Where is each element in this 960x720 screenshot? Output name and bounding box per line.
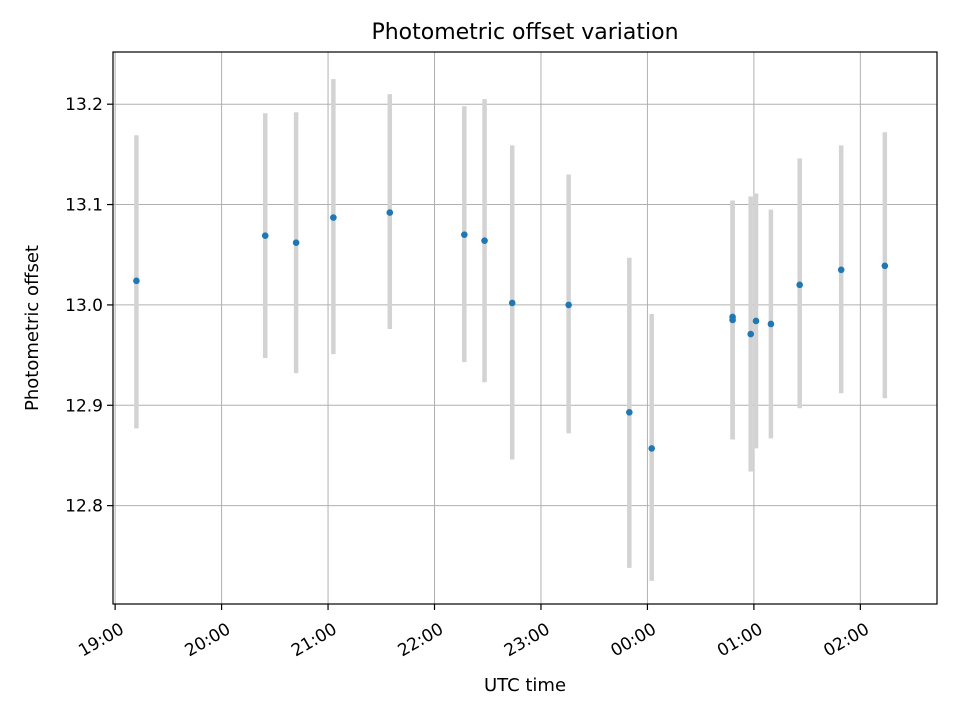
data-point bbox=[837, 266, 845, 274]
x-tick-label: 00:00 bbox=[607, 619, 659, 661]
y-axis-ticks: 12.8 12.9 13.0 13.1 13.2 bbox=[65, 95, 113, 517]
data-point bbox=[508, 299, 516, 307]
x-tick-label: 22:00 bbox=[395, 619, 447, 661]
data-point bbox=[626, 409, 633, 416]
data-point bbox=[133, 277, 140, 285]
data-point bbox=[881, 262, 889, 270]
x-tick-label: 02:00 bbox=[820, 619, 872, 661]
x-tick-label: 20:00 bbox=[182, 619, 234, 661]
data-points bbox=[133, 209, 889, 452]
x-tick-label: 01:00 bbox=[714, 619, 766, 661]
y-axis-label: Photometric offset bbox=[22, 245, 43, 411]
chart-title: Photometric offset variation bbox=[371, 20, 678, 45]
x-tick-label: 19:00 bbox=[75, 619, 127, 661]
plot-frame bbox=[112, 51, 938, 605]
data-point bbox=[461, 231, 468, 238]
y-tick-label: 13.0 bbox=[65, 296, 103, 316]
data-point bbox=[330, 214, 337, 221]
data-point bbox=[747, 330, 754, 338]
data-point bbox=[796, 281, 803, 289]
grid-layer bbox=[113, 52, 937, 604]
data-point bbox=[648, 445, 655, 452]
data-point bbox=[729, 316, 736, 324]
data-point bbox=[292, 239, 300, 246]
y-tick-label: 12.9 bbox=[65, 396, 103, 416]
data-point bbox=[261, 232, 269, 239]
y-tick-label: 13.2 bbox=[65, 95, 103, 115]
x-tick-label: 23:00 bbox=[501, 619, 553, 661]
data-point bbox=[565, 301, 572, 309]
data-point bbox=[752, 317, 760, 325]
x-tick-label: 21:00 bbox=[288, 619, 340, 661]
data-point bbox=[767, 320, 775, 328]
data-point bbox=[481, 237, 488, 244]
x-axis-label: UTC time bbox=[484, 675, 566, 696]
y-tick-label: 12.8 bbox=[65, 497, 103, 517]
y-tick-label: 13.1 bbox=[65, 196, 103, 216]
x-axis-ticks: 19:00 20:00 21:00 22:00 23:00 00:00 01:00 02:00 bbox=[75, 604, 873, 661]
data-point bbox=[386, 209, 394, 216]
